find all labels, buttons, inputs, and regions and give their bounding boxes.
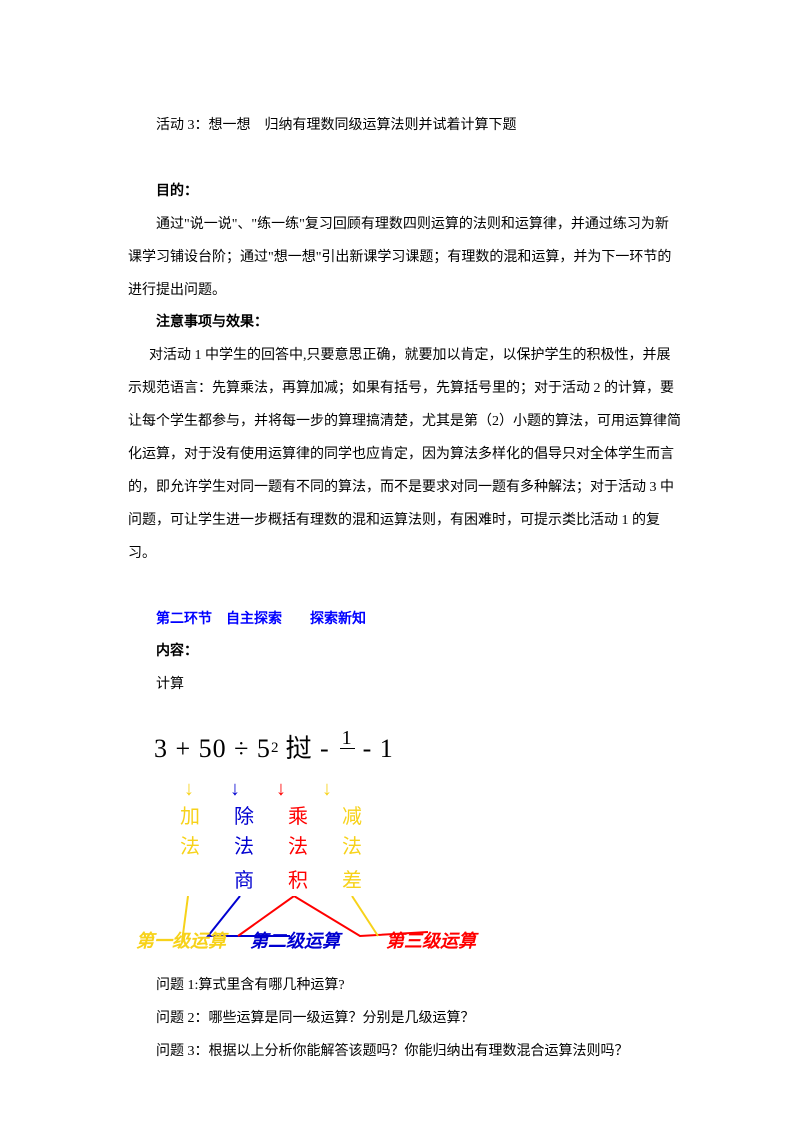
op-cell: 法 <box>226 832 262 862</box>
op-cell: 除 <box>226 802 262 832</box>
frac-num: 1 <box>340 728 355 749</box>
purpose-body: 通过"说一说"、"练一练"复习回顾有理数四则运算的法则和运算律，并通过练习为新课… <box>128 209 682 308</box>
ops-row-3: 商积差 <box>128 866 498 896</box>
op-cell: 减 <box>334 802 370 832</box>
level-labels: 第一级运算 第二级运算 第三级运算 <box>128 896 498 962</box>
question-3: 问题 3：根据以上分析你能解答该题吗？你能归纳出有理数混合运算法则吗？ <box>128 1036 682 1069</box>
level-2-label: 第二级运算 <box>250 920 340 962</box>
connector-line <box>352 896 378 936</box>
frac-den: 3 <box>340 749 355 769</box>
spacer <box>128 143 682 176</box>
formula-diagram: 3 + 50 ÷ 52 挝 - 1 3 - 1 ↓↓↓↓ 加除乘减 法法法法 商… <box>128 720 498 962</box>
content-label: 内容： <box>128 636 682 669</box>
activity-3-line: 活动 3：想一想 归纳有理数同级运算法则并试着计算下题 <box>128 110 682 143</box>
spacer <box>128 571 682 604</box>
op-cell: 法 <box>280 832 316 862</box>
purpose-title: 目的： <box>128 176 682 209</box>
arrows-row: ↓↓↓↓ <box>128 776 498 802</box>
ops-row-1: 加除乘减 <box>128 802 498 832</box>
formula-left: 3 + 50 ÷ 5 <box>154 718 271 779</box>
ops-row-2: 法法法法 <box>128 832 498 862</box>
section-2-title: 第二环节 自主探索 探索新知 <box>128 604 682 637</box>
formula-fraction: 1 3 <box>340 728 355 769</box>
op-cell: 商 <box>226 866 262 896</box>
question-1: 问题 1:算式里含有哪几种运算? <box>128 970 682 1003</box>
level-3-label: 第三级运算 <box>386 920 476 962</box>
op-cell: 法 <box>334 832 370 862</box>
op-cell: 差 <box>334 866 370 896</box>
question-2: 问题 2：哪些运算是同一级运算？分别是几级运算？ <box>128 1003 682 1036</box>
down-arrow-icon: ↓ <box>320 766 334 813</box>
formula-exp: 2 <box>271 731 280 766</box>
op-cell: 积 <box>280 866 316 896</box>
level-1-label: 第一级运算 <box>136 920 226 962</box>
op-cell: 法 <box>172 832 208 862</box>
document-page: 活动 3：想一想 归纳有理数同级运算法则并试着计算下题 目的： 通过"说一说"、… <box>0 0 800 1129</box>
op-cell <box>172 866 208 896</box>
notes-body: 对活动 1 中学生的回答中,只要意思正确，就要加以肯定，以保护学生的积极性，并展… <box>128 340 682 570</box>
calc-label: 计算 <box>128 669 682 702</box>
op-cell: 乘 <box>280 802 316 832</box>
op-cell: 加 <box>172 802 208 832</box>
notes-title: 注意事项与效果： <box>128 307 682 340</box>
formula-tail: - 1 <box>363 718 394 779</box>
